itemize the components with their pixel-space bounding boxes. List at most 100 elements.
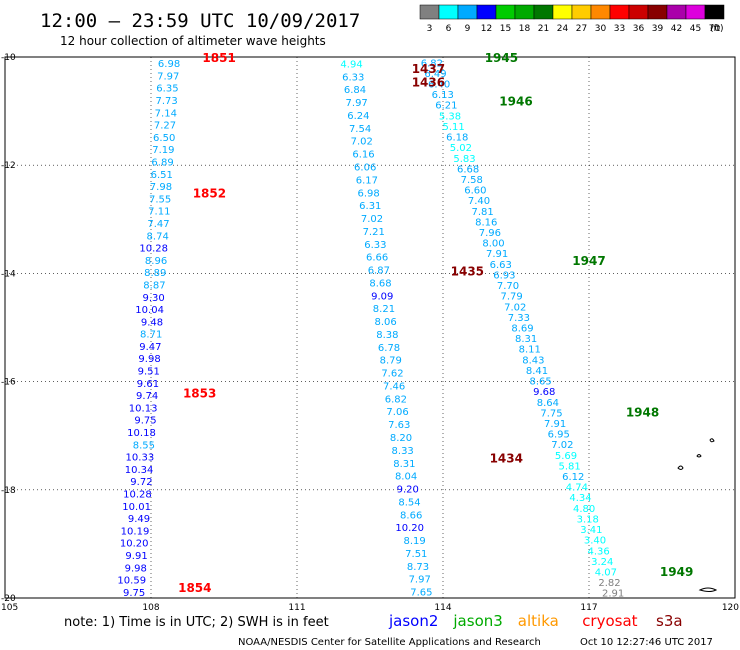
wave-height-value: 6.63 [490,260,512,271]
wave-height-value: 7.97 [157,71,179,82]
wave-height-value: 7.91 [544,419,566,430]
wave-height-value: 7.73 [155,96,177,107]
legend-label: 12 [481,24,492,34]
page-title: 12:00 – 23:59 UTC 10/09/2017 [40,10,360,32]
color-legend: 3 6 9 12 15 18 21 24 27 30 33 36 39 42 45 70 [419,4,725,34]
wave-height-value: 4.36 [588,546,610,557]
pass-time-label: 1853 [183,386,216,400]
wave-height-value: 8.41 [526,366,548,377]
wave-height-value: 2.91 [602,589,624,600]
wave-height-value: 7.75 [540,408,562,419]
wave-height-value: 8.11 [519,345,541,356]
wave-height-value: 8.33 [392,446,414,457]
wave-height-value: 3.41 [580,525,602,536]
wave-height-value: 10.28 [139,244,168,255]
wave-height-value: 8.19 [403,536,425,547]
legend-swatch [476,4,497,20]
lon-tick-label: 108 [142,603,159,613]
wave-height-value: 8.87 [143,280,165,291]
wave-height-value: 8.89 [144,268,166,279]
legend-swatch [419,4,440,20]
wave-height-value: 8.04 [395,472,417,483]
wave-height-value: 8.06 [375,317,397,328]
pass-time-label: 1436 [412,75,445,89]
wave-height-value: 7.06 [386,407,408,418]
wave-height-value: 7.96 [479,228,501,239]
pass-time-label: 1948 [626,405,659,419]
wave-height-value: 7.91 [486,249,508,260]
wave-height-value: 7.47 [147,219,169,230]
wave-height-value: 7.98 [150,182,172,193]
wave-height-value: 6.51 [151,170,173,181]
wave-height-value: 8.55 [133,440,155,451]
wave-height-value: 7.02 [551,440,573,451]
wave-height-value: 9.48 [141,317,163,328]
wave-height-value: 6.87 [368,266,390,277]
wave-height-value: 6.13 [432,90,454,101]
pass-time-label: 1946 [499,94,532,108]
wave-height-value: 4.80 [573,504,595,515]
legend-label: 6 [446,24,452,34]
wave-height-value: 6.12 [562,472,584,483]
lon-tick-label: 117 [580,603,597,613]
wave-height-value: 9.98 [125,563,147,574]
wave-height-value: 4.34 [569,493,591,504]
wave-height-value: 8.20 [390,433,412,444]
lon-tick-label: 105 [1,603,18,613]
wave-height-value: 7.33 [508,313,530,324]
wave-height-value: 7.21 [363,227,385,238]
wave-height-value: 6.68 [457,164,479,175]
wave-height-value: 4.74 [566,483,588,494]
wave-height-value: 6.49 [424,69,446,80]
pass-time-label: 1434 [490,451,523,465]
wave-height-value: 7.51 [405,549,427,560]
wave-height-value: 7.63 [388,420,410,431]
legend-swatch [666,4,687,20]
legend-swatch [552,4,573,20]
wave-height-value: 9.30 [142,293,164,304]
wave-height-value: 6.50 [153,133,175,144]
legend-label: 36 [633,24,645,34]
legend-label: 27 [576,24,587,34]
wave-height-value: 6.60 [464,186,486,197]
wave-height-value: 10.04 [135,305,164,316]
wave-height-value: 7.65 [410,588,432,599]
wave-height-value: 9.09 [371,291,393,302]
wave-height-value: 6.18 [446,133,468,144]
pass-time-label: 1945 [485,51,518,65]
wave-height-value: 5.81 [559,461,581,472]
legend-label: 30 [595,24,607,34]
wave-height-value: 7.46 [383,381,405,392]
wave-height-value: 9.75 [123,588,145,599]
pass-time-label: 1435 [451,265,484,279]
map-frame [4,56,736,599]
legend-swatch [704,4,725,20]
wave-height-value: 6.33 [342,72,364,83]
wave-height-value: 3.18 [577,514,599,525]
pass-time-label: 1437 [412,62,445,76]
wave-height-value: 3.40 [584,536,606,547]
wave-height-value: 7.11 [148,207,170,218]
wave-height-value: 5.69 [555,451,577,462]
wave-height-value: 8.65 [530,377,552,388]
wave-height-value: 7.62 [381,369,403,380]
wave-height-value: 10.20 [395,523,424,534]
lon-tick-label: 120 [722,603,739,613]
wave-height-value: 8.71 [140,330,162,341]
wave-height-value: 6.33 [364,240,386,251]
wave-height-value: 8.73 [407,562,429,573]
wave-height-value: 7.02 [504,302,526,313]
lat-tick-label: -18 [1,486,16,496]
legend-label: 70 [709,24,721,34]
pass-time-label: 1947 [572,254,605,268]
page-subtitle: 12 hour collection of altimeter wave hei… [60,34,326,48]
wave-height-value: 8.38 [376,330,398,341]
lat-tick-label: -10 [1,53,16,63]
wave-height-value: 4.07 [595,567,617,578]
satellite-legend: jason2 jason3 altika cryosat s3a [388,612,683,630]
wave-height-value: 9.49 [128,514,150,525]
wave-height-value: 7.55 [149,194,171,205]
lat-tick-label: -16 [1,378,16,388]
legend-unit: (ft) [710,24,724,34]
